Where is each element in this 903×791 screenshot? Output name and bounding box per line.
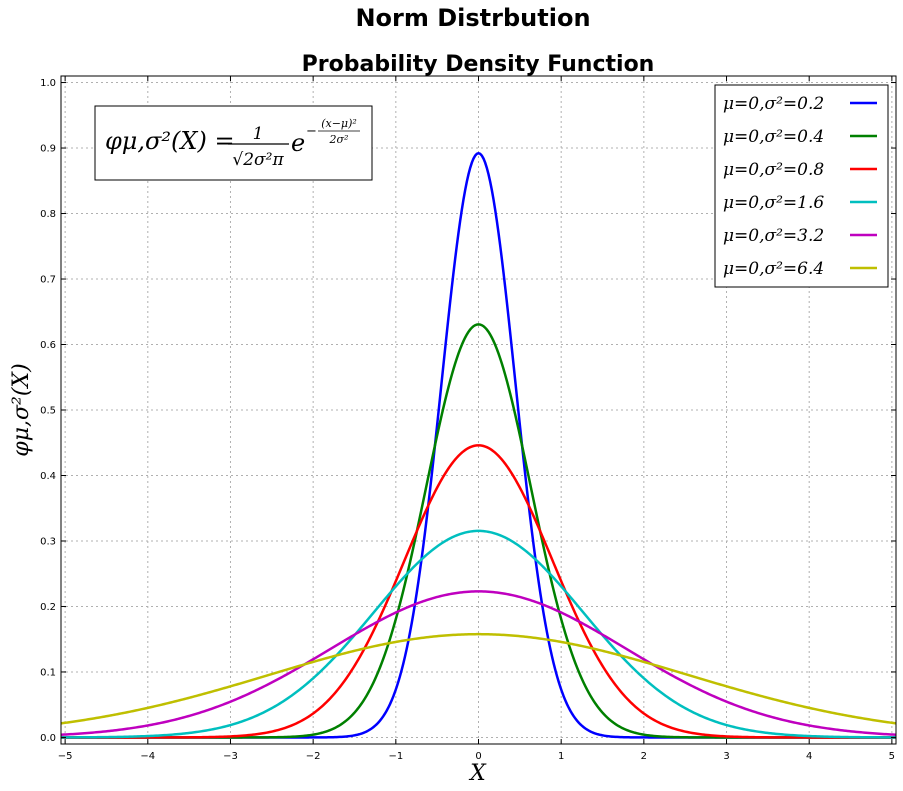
- y-tick-label: 0.5: [40, 406, 56, 417]
- formula-exponent-numerator: (x−μ)²: [321, 117, 357, 130]
- x-tick-label: −3: [223, 751, 238, 762]
- x-axis-label: X: [468, 761, 487, 786]
- series-curves: [60, 151, 897, 739]
- y-tick-label: 1.0: [40, 78, 56, 89]
- legend-label: μ=0,σ²=6.4: [723, 259, 824, 279]
- series-line: [60, 590, 897, 736]
- series-line: [60, 632, 897, 725]
- formula-exponent-sign: −: [306, 124, 317, 139]
- series-line: [61, 444, 896, 739]
- legend-label: μ=0,σ²=1.6: [723, 193, 824, 213]
- chart-title: Probability Density Function: [302, 52, 655, 77]
- y-tick-label: 0.2: [40, 602, 56, 613]
- y-tick-label: 0.6: [40, 340, 56, 351]
- y-tick-label: 0.0: [40, 733, 56, 744]
- legend-label: μ=0,σ²=0.8: [723, 160, 824, 180]
- y-tick-label: 0.8: [40, 209, 56, 220]
- chart-suptitle: Norm Distrbution: [355, 4, 590, 32]
- x-tick-label: −2: [306, 751, 321, 762]
- x-tick-label: 2: [641, 751, 647, 762]
- x-axis-ticks: −5 −4 −3 −2 −1 0 1 2 3 4 5: [58, 76, 895, 762]
- y-tick-label: 0.7: [40, 275, 56, 286]
- legend-frame: [714, 84, 889, 288]
- x-tick-label: 1: [558, 751, 564, 762]
- y-axis-ticks: 0.0 0.1 0.2 0.3 0.4 0.5 0.6 0.7 0.8 0.9 1.0: [40, 78, 896, 744]
- formula-frame: [94, 105, 373, 181]
- x-tick-label: 3: [723, 751, 729, 762]
- x-tick-label: −5: [58, 751, 73, 762]
- legend-label: μ=0,σ²=3.2: [723, 226, 824, 246]
- legend: μ=0,σ²=0.2 μ=0,σ²=0.4 μ=0,σ²=0.8 μ=0,σ²=1.6…: [714, 84, 889, 288]
- series-line: [60, 529, 897, 739]
- x-tick-label: 5: [889, 751, 895, 762]
- y-tick-label: 0.9: [40, 144, 56, 155]
- x-tick-label: 0: [475, 751, 481, 762]
- y-tick-label: 0.1: [40, 667, 56, 678]
- y-tick-label: 0.3: [40, 536, 56, 547]
- legend-label: μ=0,σ²=0.4: [723, 127, 824, 147]
- x-tick-label: −1: [388, 751, 403, 762]
- y-tick-label: 0.4: [40, 471, 56, 482]
- formula-numerator: 1: [253, 124, 264, 144]
- y-axis-label: φμ,σ²(X): [9, 363, 34, 456]
- x-tick-label: 4: [806, 751, 812, 762]
- formula-box: φμ,σ²(X) = 1 √2σ²π e − (x−μ)² 2σ²: [94, 105, 373, 181]
- formula-lhs: φμ,σ²(X) =: [105, 127, 235, 155]
- formula-base: e: [291, 129, 305, 157]
- legend-label: μ=0,σ²=0.2: [723, 94, 824, 114]
- formula-denominator: √2σ²π: [232, 150, 284, 170]
- x-tick-label: −4: [140, 751, 155, 762]
- formula-exponent-denominator: 2σ²: [329, 133, 349, 146]
